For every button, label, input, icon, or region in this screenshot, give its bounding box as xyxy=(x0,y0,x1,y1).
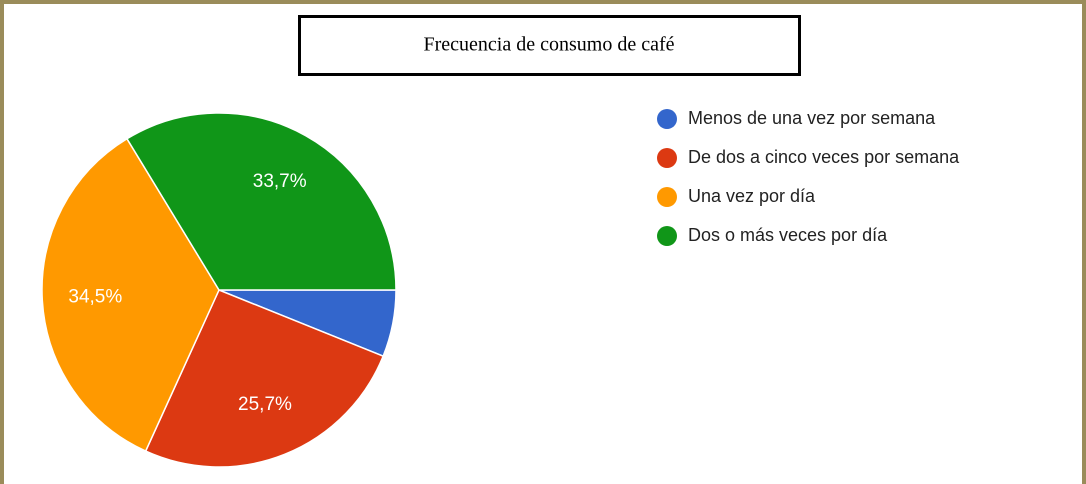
legend-swatch xyxy=(657,187,677,207)
legend-swatch xyxy=(657,109,677,129)
pie-slice xyxy=(41,137,220,453)
chart-title: Frecuencia de consumo de café xyxy=(424,34,675,56)
value-label: 33,7% xyxy=(253,171,307,192)
legend-label: Una vez por día xyxy=(688,186,816,206)
legend-swatch xyxy=(657,148,677,168)
pie: 25,7% 34,5% 33,7% xyxy=(41,112,397,468)
pie-slice xyxy=(125,112,397,291)
title-box xyxy=(298,15,801,76)
legend-label: Dos o más veces por día xyxy=(688,225,888,245)
pie-slice xyxy=(144,289,385,468)
legend: Menos de una vez por semana De dos a cinc… xyxy=(657,108,960,246)
legend-label: Menos de una vez por semana xyxy=(688,108,936,128)
legend-label: De dos a cinco veces por semana xyxy=(688,147,960,167)
value-label: 25,7% xyxy=(238,394,292,415)
legend-swatch xyxy=(657,226,677,246)
value-label: 34,5% xyxy=(68,286,122,307)
